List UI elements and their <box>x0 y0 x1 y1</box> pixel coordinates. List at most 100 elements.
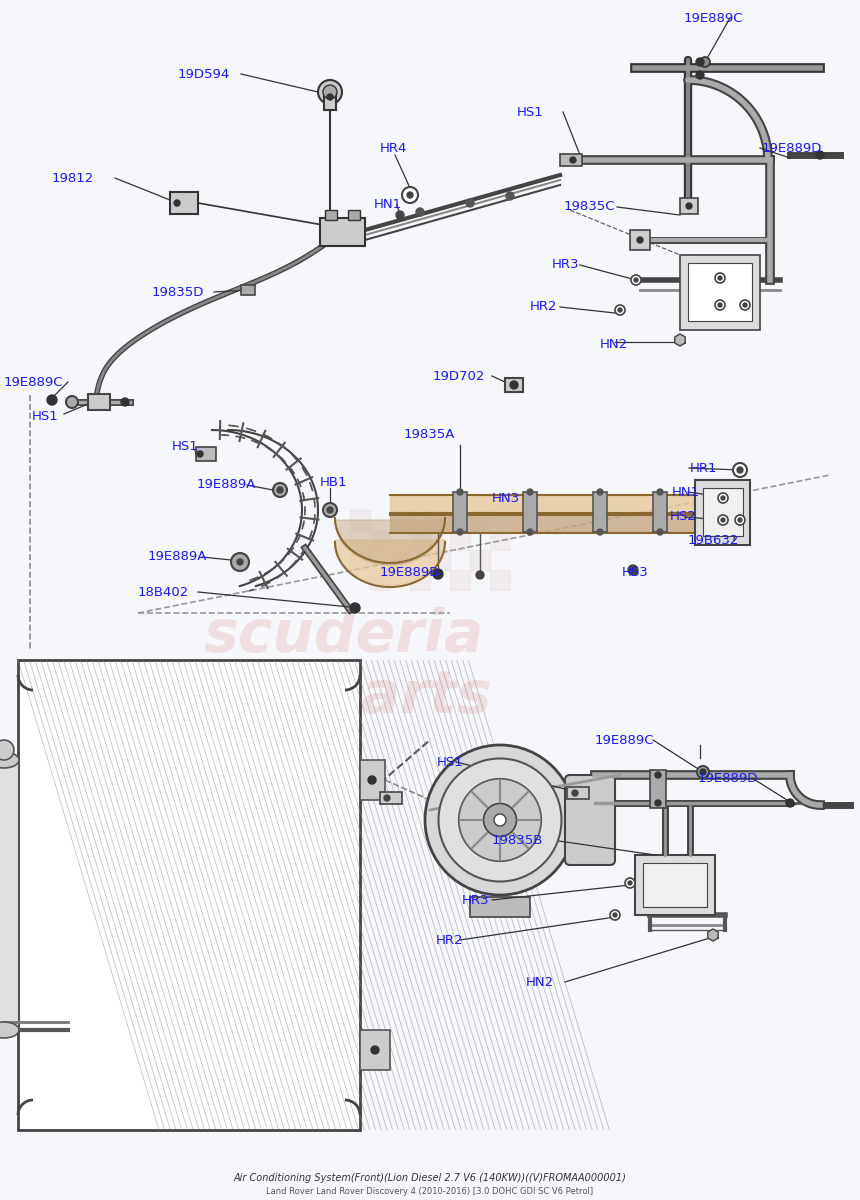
Text: scuderia
car parts: scuderia car parts <box>196 607 492 725</box>
Circle shape <box>231 553 249 571</box>
Circle shape <box>637 236 643 242</box>
Circle shape <box>416 208 424 216</box>
Bar <box>350 550 370 570</box>
Text: HN2: HN2 <box>600 338 628 352</box>
Circle shape <box>121 398 129 406</box>
Ellipse shape <box>0 1022 19 1038</box>
FancyBboxPatch shape <box>565 775 615 865</box>
Polygon shape <box>675 334 685 346</box>
Circle shape <box>625 878 635 888</box>
Bar <box>360 760 385 800</box>
Circle shape <box>696 71 704 79</box>
Text: 19835B: 19835B <box>492 834 544 846</box>
Bar <box>241 284 255 295</box>
Circle shape <box>425 745 575 895</box>
Polygon shape <box>708 929 718 941</box>
Text: HR1: HR1 <box>690 462 717 474</box>
Circle shape <box>816 151 824 158</box>
Text: 19D594: 19D594 <box>178 67 230 80</box>
Bar <box>505 378 523 392</box>
Bar <box>430 550 450 570</box>
Bar <box>380 792 402 804</box>
Bar <box>410 570 430 590</box>
Text: 19E889D: 19E889D <box>762 142 822 155</box>
Circle shape <box>458 779 541 862</box>
Circle shape <box>618 308 622 312</box>
Circle shape <box>433 569 443 578</box>
Bar <box>653 492 667 532</box>
Bar <box>430 510 450 530</box>
Circle shape <box>721 496 725 500</box>
Circle shape <box>407 192 413 198</box>
Bar <box>390 550 410 570</box>
Bar <box>360 1030 390 1070</box>
Bar <box>453 492 467 532</box>
Circle shape <box>697 766 709 778</box>
Bar <box>370 530 390 550</box>
Text: HS1: HS1 <box>517 106 544 119</box>
Text: 19835C: 19835C <box>564 200 616 214</box>
Text: 18B402: 18B402 <box>138 586 189 599</box>
Circle shape <box>0 740 14 760</box>
Polygon shape <box>335 540 445 584</box>
Circle shape <box>597 529 603 535</box>
Bar <box>593 492 607 532</box>
Bar <box>643 863 707 907</box>
Circle shape <box>738 518 742 522</box>
Circle shape <box>510 382 518 389</box>
Text: 19E889D: 19E889D <box>698 772 759 785</box>
Circle shape <box>466 199 474 206</box>
Text: Air Conditioning System(Front)(Lion Diesel 2.7 V6 (140KW))((V)FROMAA000001): Air Conditioning System(Front)(Lion Dies… <box>234 1174 626 1183</box>
Bar <box>560 154 582 166</box>
Circle shape <box>686 203 692 209</box>
Polygon shape <box>335 520 445 565</box>
Circle shape <box>715 272 725 283</box>
Circle shape <box>318 80 342 104</box>
Circle shape <box>718 302 722 307</box>
Bar <box>635 854 715 914</box>
Bar <box>470 898 530 917</box>
Circle shape <box>570 157 576 163</box>
Text: HR3: HR3 <box>462 894 489 906</box>
Bar <box>470 510 490 530</box>
Circle shape <box>323 85 337 98</box>
Circle shape <box>174 200 180 206</box>
Circle shape <box>597 490 603 494</box>
Circle shape <box>439 758 562 882</box>
Circle shape <box>657 529 663 535</box>
Circle shape <box>740 300 750 310</box>
Circle shape <box>696 58 704 66</box>
Circle shape <box>47 395 57 404</box>
Circle shape <box>396 211 404 218</box>
Circle shape <box>457 529 463 535</box>
Bar <box>18 660 360 1130</box>
Circle shape <box>237 559 243 565</box>
Circle shape <box>371 1046 379 1054</box>
Bar <box>325 210 337 220</box>
Text: 19E889A: 19E889A <box>148 551 207 564</box>
Text: HS1: HS1 <box>32 409 58 422</box>
Text: 19E889C: 19E889C <box>595 733 654 746</box>
Bar <box>630 230 650 250</box>
Text: HS2: HS2 <box>670 510 697 523</box>
Text: HS1: HS1 <box>437 756 464 768</box>
Circle shape <box>718 515 728 526</box>
Circle shape <box>384 794 390 802</box>
Text: HN1: HN1 <box>374 198 402 211</box>
Text: 19835D: 19835D <box>152 286 205 299</box>
Circle shape <box>527 490 533 494</box>
Circle shape <box>572 790 578 796</box>
Text: HR4: HR4 <box>380 142 408 155</box>
Text: HR2: HR2 <box>530 300 557 313</box>
Bar <box>348 210 360 220</box>
Circle shape <box>700 56 710 67</box>
Text: 19B632: 19B632 <box>688 534 740 546</box>
Circle shape <box>476 571 484 578</box>
Bar <box>695 480 750 545</box>
Text: HS1: HS1 <box>172 440 199 454</box>
Circle shape <box>657 490 663 494</box>
Circle shape <box>655 772 661 778</box>
Circle shape <box>323 503 337 517</box>
Bar <box>680 198 698 214</box>
Circle shape <box>613 913 617 917</box>
